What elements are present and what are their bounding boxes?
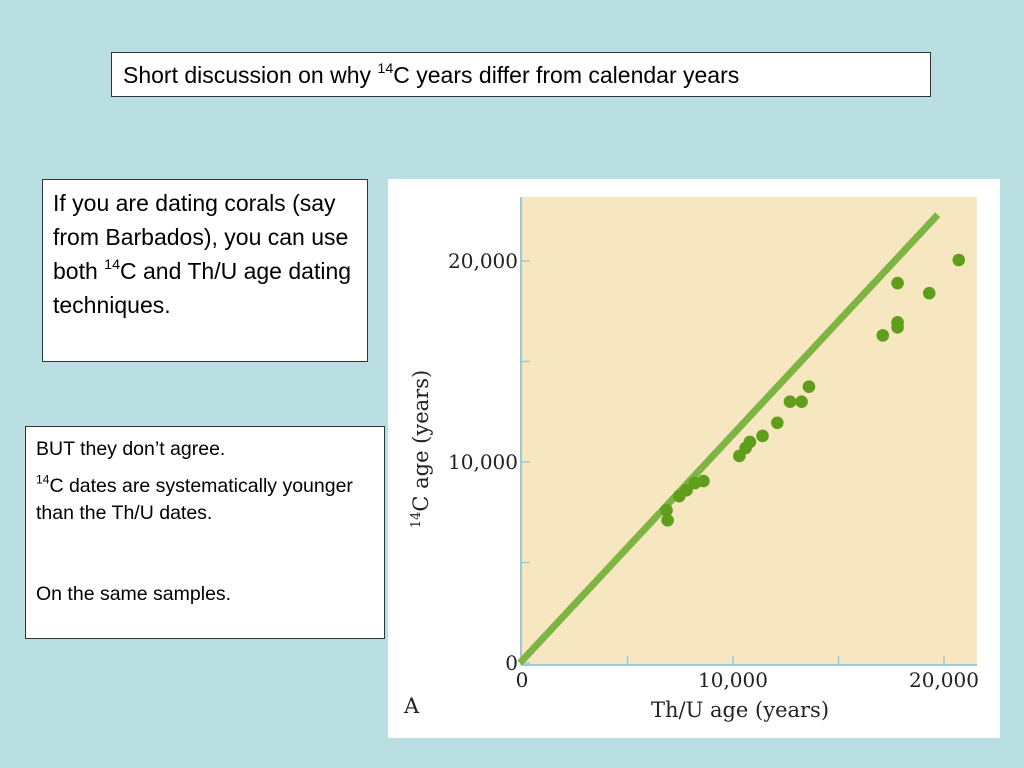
agree-superscript: 14 [36, 472, 50, 487]
title-text-after: C years differ from calendar years [393, 62, 740, 88]
agree-line-3: On the same samples. [36, 583, 232, 605]
x-tick-label: 10,000 [698, 668, 768, 692]
data-point [795, 395, 808, 408]
agree-line-1: BUT they don’t agree. [36, 438, 226, 460]
y-axis-label-text: C age (years) [409, 370, 433, 512]
data-point [680, 483, 693, 497]
figure-panel: 0 10,000 20,000 0 10,000 20,000 Th/U age (ye… [388, 179, 1000, 738]
one-to-one-line [517, 212, 941, 666]
corals-text-before: If you are dating corals (say from Barba… [53, 190, 349, 284]
x-tick-label: 0 [516, 668, 529, 692]
title-superscript: 14 [377, 61, 394, 78]
y-tick-labels: 0 10,000 20,000 [448, 249, 518, 675]
corals-text-box: If you are dating corals (say from Barba… [42, 179, 368, 362]
x-axis-label: Th/U age (years) [651, 698, 829, 722]
data-point [697, 474, 710, 488]
corals-text-after: C and Th/U age dating techniques. [53, 258, 352, 318]
data-point [891, 321, 904, 334]
data-points [660, 253, 966, 527]
y-tick-label: 10,000 [448, 450, 518, 474]
y-tick-label: 0 [505, 651, 518, 675]
panel-label: A [403, 694, 420, 718]
y-axis-label-superscript: 14 [409, 512, 424, 529]
data-point [952, 253, 966, 267]
data-point [922, 286, 936, 300]
data-point [660, 503, 673, 517]
data-point [876, 329, 890, 342]
x-tick-label: 20,000 [909, 668, 979, 692]
data-point [771, 416, 784, 430]
age-comparison-chart: 0 10,000 20,000 0 10,000 20,000 Th/U age (ye… [403, 197, 979, 722]
corals-superscript: 14 [104, 257, 121, 274]
slide-title-box: Short discussion on why 14C years differ… [111, 52, 931, 97]
data-point [743, 435, 757, 449]
y-axis-label: 14C age (years) [409, 370, 433, 528]
data-point [756, 429, 769, 443]
x-tick-labels: 0 10,000 20,000 [516, 668, 979, 692]
disagreement-text-box: BUT they don’t agree. 14C dates are syst… [25, 426, 385, 639]
agree-line-2: 14C dates are systematically younger tha… [36, 473, 374, 527]
data-point [891, 276, 904, 290]
data-point [783, 395, 797, 408]
agree-line-2-text: C dates are systematically younger than … [36, 475, 353, 524]
plot-background [521, 197, 977, 665]
data-point [802, 380, 816, 393]
title-text-before: Short discussion on why [123, 62, 378, 88]
data-point [661, 513, 674, 527]
y-tick-label: 20,000 [448, 249, 518, 273]
